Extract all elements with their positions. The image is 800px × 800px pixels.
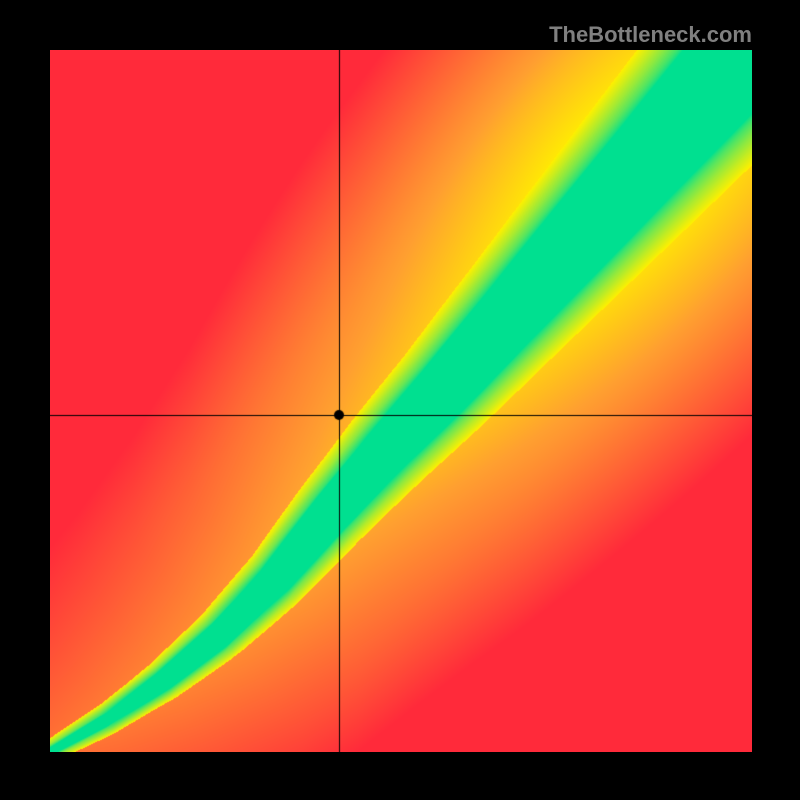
chart-container: TheBottleneck.com	[0, 0, 800, 800]
bottleneck-heatmap	[50, 50, 752, 752]
watermark-text: TheBottleneck.com	[549, 22, 752, 48]
